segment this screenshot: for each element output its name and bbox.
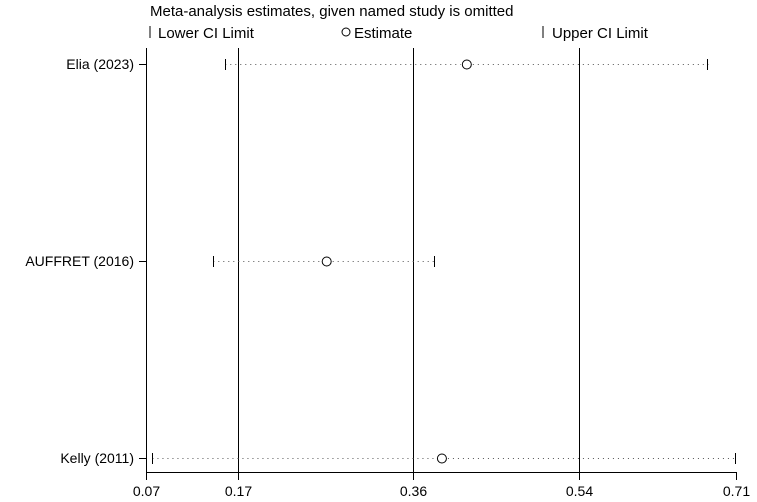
study-row: Elia (2023) — [66, 56, 709, 72]
x-tick-label: 0.07 — [133, 483, 160, 499]
x-tick-label: 0.54 — [566, 483, 593, 499]
x-tick-label: 0.17 — [225, 483, 252, 499]
study-label: Kelly (2011) — [60, 450, 134, 466]
study-row: Kelly (2011) — [60, 450, 736, 466]
study-rows: Elia (2023) AUFFRET (2016) Kelly (2011) — [25, 56, 736, 466]
chart-title: Meta-analysis estimates, given named stu… — [150, 3, 514, 20]
estimate-marker — [321, 256, 332, 267]
study-row: AUFFRET (2016) — [25, 253, 435, 269]
x-tick-label: 0.71 — [723, 483, 750, 499]
reference-lines — [238, 48, 580, 472]
estimate-marker — [436, 453, 447, 464]
legend-upper-ci-label: Upper CI Limit — [552, 25, 649, 42]
study-label: AUFFRET (2016) — [25, 253, 134, 269]
legend-estimate-label: Estimate — [354, 25, 412, 42]
legend: Lower CI Limit Estimate Upper CI Limit — [149, 25, 649, 42]
legend-estimate-marker — [341, 27, 351, 37]
x-tick-label: 0.36 — [400, 483, 427, 499]
legend-lower-ci-label: Lower CI Limit — [158, 25, 255, 42]
estimate-marker — [461, 59, 472, 70]
x-axis-ticks: 0.07 0.17 0.36 0.54 0.71 — [133, 472, 750, 499]
study-label: Elia (2023) — [66, 56, 134, 72]
